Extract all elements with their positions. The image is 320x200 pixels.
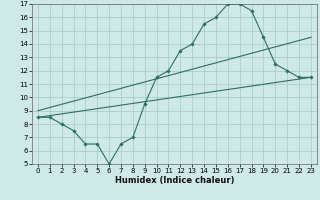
X-axis label: Humidex (Indice chaleur): Humidex (Indice chaleur): [115, 176, 234, 185]
